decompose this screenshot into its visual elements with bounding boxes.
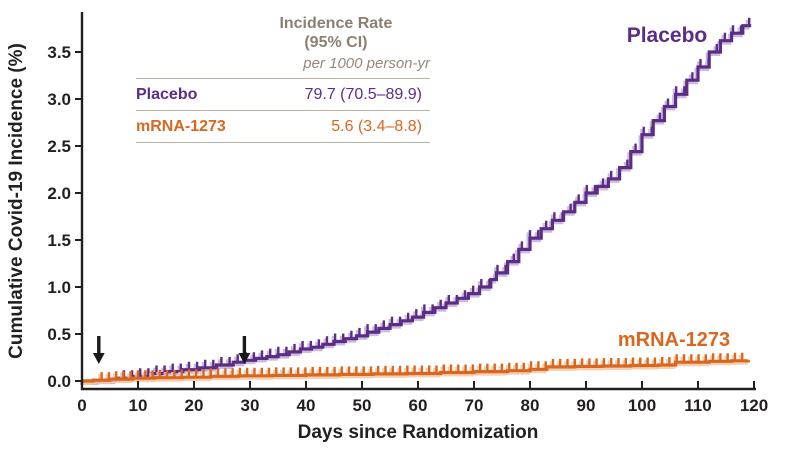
- table-row-placebo: Placebo 79.7 (70.5–89.9): [136, 78, 430, 110]
- placebo-row-value: 79.7 (70.5–89.9): [304, 86, 422, 103]
- svg-text:0.5: 0.5: [47, 325, 71, 344]
- mrna-curve-label: mRNA-1273: [617, 329, 731, 351]
- placebo-row-label: Placebo: [136, 86, 198, 103]
- table-row-mrna: mRNA-1273 5.6 (3.4–8.8): [136, 110, 430, 142]
- table-subheader: per 1000 person-yr: [303, 55, 430, 72]
- svg-text:50: 50: [353, 396, 372, 415]
- table-bottom-rule: [136, 142, 430, 143]
- svg-text:3.5: 3.5: [47, 43, 71, 62]
- svg-text:40: 40: [297, 396, 316, 415]
- svg-text:0: 0: [77, 396, 86, 415]
- svg-text:100: 100: [628, 396, 656, 415]
- svg-text:80: 80: [521, 396, 540, 415]
- svg-text:0.0: 0.0: [47, 372, 71, 391]
- table-header-line2: (95% CI): [304, 34, 368, 51]
- svg-text:70: 70: [465, 396, 484, 415]
- svg-text:1.5: 1.5: [47, 231, 71, 250]
- x-axis-title: Days since Randomization: [297, 422, 539, 443]
- svg-text:2.5: 2.5: [47, 137, 71, 156]
- placebo-curve-label: Placebo: [626, 24, 708, 47]
- svg-text:90: 90: [577, 396, 596, 415]
- y-axis-title: Cumulative Covid-19 Incidence (%): [6, 43, 27, 359]
- mrna-row-value: 5.6 (3.4–8.8): [331, 118, 422, 135]
- svg-text:110: 110: [684, 396, 711, 415]
- svg-text:20: 20: [185, 396, 204, 415]
- svg-text:3.0: 3.0: [47, 90, 71, 109]
- table-header: Incidence Rate (95% CI): [242, 14, 430, 52]
- svg-text:120: 120: [740, 396, 768, 415]
- incidence-rate-table: Incidence Rate (95% CI) per 1000 person-…: [136, 14, 430, 143]
- table-header-line1: Incidence Rate: [279, 15, 393, 32]
- svg-text:1.0: 1.0: [47, 278, 71, 297]
- svg-text:60: 60: [409, 396, 428, 415]
- mrna-row-label: mRNA-1273: [136, 118, 226, 135]
- svg-text:2.0: 2.0: [47, 184, 71, 203]
- svg-text:30: 30: [241, 396, 260, 415]
- svg-text:10: 10: [129, 396, 148, 415]
